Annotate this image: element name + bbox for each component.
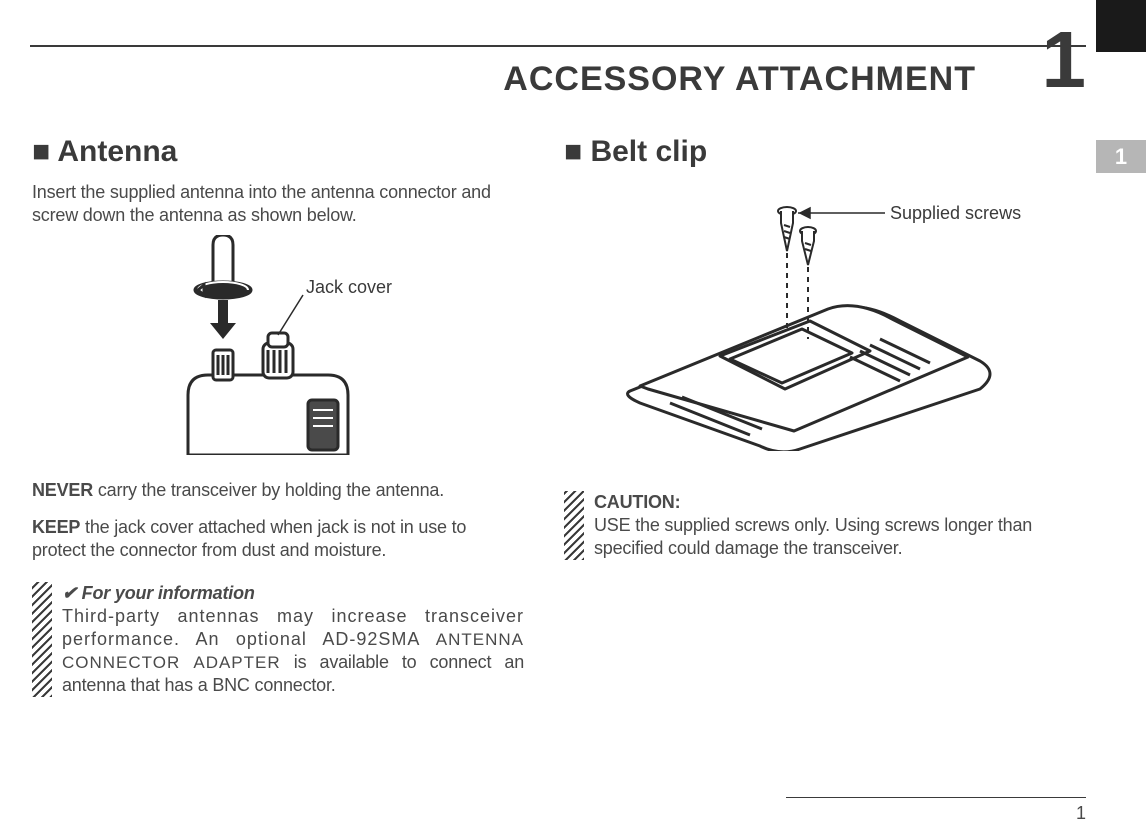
keep-keyword: KEEP bbox=[32, 517, 80, 537]
antenna-never-text: NEVER carry the transceiver by holding t… bbox=[32, 479, 524, 502]
info-note-text: ✔ For your information Third-party anten… bbox=[62, 582, 524, 697]
info-heading: ✔ For your information bbox=[62, 583, 255, 603]
antenna-keep-text: KEEP the jack cover attached when jack i… bbox=[32, 516, 524, 562]
jack-cover-label: Jack cover bbox=[306, 277, 392, 297]
antenna-diagram-icon: Jack cover bbox=[128, 235, 428, 455]
caution-note: CAUTION: USE the supplied screws only. U… bbox=[564, 491, 1056, 560]
page-title: ACCESSORY ATTACHMENT bbox=[503, 60, 976, 99]
beltclip-figure: Supplied screws bbox=[564, 181, 1056, 451]
column-right: ■ Belt clip bbox=[564, 135, 1056, 778]
hatch-bar-icon bbox=[564, 491, 584, 560]
section-heading-beltclip: ■ Belt clip bbox=[564, 135, 1056, 169]
page-number: 1 bbox=[1076, 803, 1086, 824]
supplied-screws-label: Supplied screws bbox=[890, 203, 1021, 223]
side-tab-top-black bbox=[1096, 0, 1146, 52]
manual-page: 1 ACCESSORY ATTACHMENT 1 ■ Antenna Inser… bbox=[0, 0, 1146, 838]
never-keyword: NEVER bbox=[32, 480, 93, 500]
header-rule bbox=[30, 45, 1086, 47]
caution-note-text: CAUTION: USE the supplied screws only. U… bbox=[594, 491, 1056, 560]
chapter-number: 1 bbox=[1042, 20, 1087, 100]
footer-rule bbox=[786, 797, 1086, 798]
hatch-bar-icon bbox=[32, 582, 52, 697]
section-heading-antenna: ■ Antenna bbox=[32, 135, 524, 169]
side-tab-chapter-1: 1 bbox=[1096, 140, 1146, 173]
antenna-intro-text: Insert the supplied antenna into the ant… bbox=[32, 181, 524, 227]
info-note: ✔ For your information Third-party anten… bbox=[32, 582, 524, 697]
page-header: ACCESSORY ATTACHMENT 1 bbox=[0, 30, 1086, 105]
caution-heading: CAUTION: bbox=[594, 492, 680, 512]
column-left: ■ Antenna Insert the supplied antenna in… bbox=[32, 135, 524, 778]
beltclip-diagram-icon: Supplied screws bbox=[570, 181, 1050, 451]
antenna-figure: Jack cover bbox=[32, 235, 524, 455]
content-columns: ■ Antenna Insert the supplied antenna in… bbox=[32, 135, 1056, 778]
